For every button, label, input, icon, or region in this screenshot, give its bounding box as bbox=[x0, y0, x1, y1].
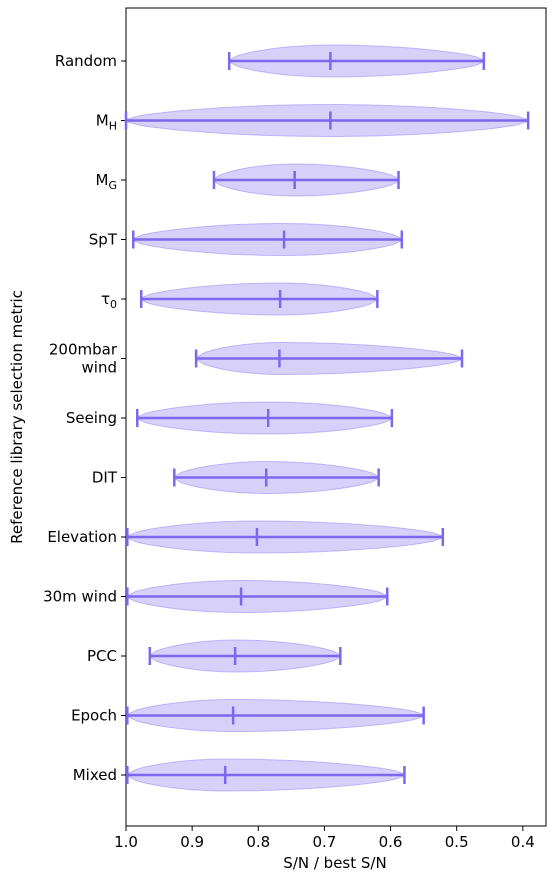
y-tick-label: Mixed bbox=[73, 766, 117, 784]
y-tick-label: DIT bbox=[92, 469, 118, 487]
y-tick-label: 30m wind bbox=[43, 588, 117, 606]
y-tick-label: MG bbox=[96, 171, 117, 192]
y-tick-label: Random bbox=[55, 52, 117, 70]
y-tick-label: PCC bbox=[87, 647, 117, 665]
label-subscript: H bbox=[109, 120, 117, 133]
x-axis-label: S/N / best S/N bbox=[283, 854, 386, 872]
y-axis-label: Reference library selection metric bbox=[8, 290, 26, 544]
plot-frame bbox=[125, 7, 547, 827]
y-tick-label: τ0 bbox=[101, 290, 117, 311]
label-subscript: 0 bbox=[110, 298, 117, 311]
y-tick-label: 200mbar wind bbox=[49, 341, 118, 377]
x-tick-label: 0.5 bbox=[445, 833, 469, 851]
x-tick-label: 1.0 bbox=[114, 833, 138, 851]
x-tick-label: 0.8 bbox=[246, 833, 270, 851]
y-tick-label: Elevation bbox=[47, 528, 117, 546]
label-subscript: G bbox=[108, 179, 117, 192]
y-tick-label: MH bbox=[96, 112, 117, 133]
x-tick-label: 0.4 bbox=[511, 833, 535, 851]
x-tick-label: 0.6 bbox=[379, 833, 403, 851]
x-tick-label: 0.7 bbox=[312, 833, 336, 851]
y-tick-label: Epoch bbox=[71, 707, 117, 725]
label-line: 200mbar bbox=[49, 341, 118, 359]
y-tick-label: Seeing bbox=[66, 409, 117, 427]
x-tick-label: 0.9 bbox=[180, 833, 204, 851]
label-line: wind bbox=[82, 359, 117, 377]
y-tick-label: SpT bbox=[89, 231, 118, 249]
